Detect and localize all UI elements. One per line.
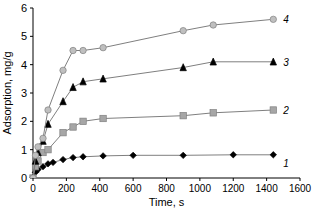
x-tick-label: 0	[30, 183, 36, 194]
y-tick-label: 3	[21, 87, 27, 99]
x-tick-label: 400	[91, 183, 108, 194]
marker	[180, 27, 186, 33]
marker	[60, 98, 66, 105]
x-tick	[133, 178, 134, 181]
x-tick	[199, 178, 200, 181]
series-label: 4	[283, 14, 289, 25]
marker	[60, 67, 66, 73]
x-tick-label: 800	[158, 183, 175, 194]
marker	[30, 175, 36, 178]
x-tick	[233, 178, 234, 181]
chart: 0 1 2 3 4 5 6 0 200 400 600 800 1000 1200 1400 1600 Time…	[0, 0, 312, 209]
marker	[270, 58, 276, 65]
marker	[100, 153, 106, 159]
marker	[80, 47, 86, 53]
x-tick-label: 600	[125, 183, 142, 194]
marker	[30, 175, 36, 178]
marker	[70, 124, 76, 130]
x-tick-label: 1400	[256, 183, 279, 194]
marker	[100, 44, 106, 50]
series-label: 2	[282, 105, 289, 116]
y-tick-label: 2	[21, 115, 27, 127]
series-label: 3	[283, 57, 289, 68]
plot-area	[30, 16, 277, 178]
marker	[100, 115, 106, 121]
y-tick	[30, 121, 33, 122]
y-tick	[30, 36, 33, 37]
marker	[80, 78, 86, 85]
marker	[60, 156, 66, 162]
marker	[230, 152, 236, 158]
y-tick	[30, 149, 33, 150]
x-tick-label: 200	[58, 183, 75, 194]
x-tick	[33, 178, 34, 181]
marker	[40, 135, 46, 141]
x-tick	[266, 178, 267, 181]
marker	[270, 152, 276, 158]
marker	[45, 107, 51, 113]
marker	[30, 175, 36, 178]
marker	[50, 159, 56, 165]
marker	[32, 152, 38, 158]
marker	[270, 107, 276, 113]
y-tick-label: 1	[21, 144, 27, 156]
series-line	[33, 62, 273, 178]
marker	[100, 75, 106, 82]
y-tick	[30, 93, 33, 94]
x-tick	[66, 178, 67, 181]
y-axis-label: Adsorption, mg/g	[1, 51, 13, 134]
y-tick	[30, 64, 33, 65]
marker	[270, 16, 276, 22]
marker	[210, 58, 216, 65]
series-line	[33, 110, 273, 178]
marker	[180, 152, 186, 158]
marker	[80, 118, 86, 124]
series-label: 1	[283, 158, 289, 169]
x-axis-label: Time, s	[149, 196, 185, 208]
marker	[70, 47, 76, 53]
y-tick-label: 0	[21, 172, 27, 184]
marker	[130, 152, 136, 158]
marker	[45, 146, 51, 152]
marker	[60, 129, 66, 135]
marker	[70, 84, 76, 91]
x-tick	[166, 178, 167, 181]
x-tick	[99, 178, 100, 181]
marker	[30, 174, 36, 178]
marker	[210, 22, 216, 28]
marker	[210, 110, 216, 116]
marker	[80, 154, 86, 160]
marker	[35, 144, 41, 150]
marker	[70, 154, 76, 160]
y-tick	[30, 8, 33, 9]
x-tick-label: 1600	[289, 183, 312, 194]
y-tick-label: 4	[21, 59, 27, 71]
y-tick-label: 6	[21, 2, 27, 14]
marker	[180, 112, 186, 118]
marker	[180, 64, 186, 71]
x-tick-label: 1200	[222, 183, 245, 194]
y-tick-label: 5	[21, 30, 27, 42]
series-line	[33, 155, 273, 178]
x-tick	[300, 178, 301, 181]
x-tick-label: 1000	[189, 183, 212, 194]
series-line	[33, 19, 273, 178]
